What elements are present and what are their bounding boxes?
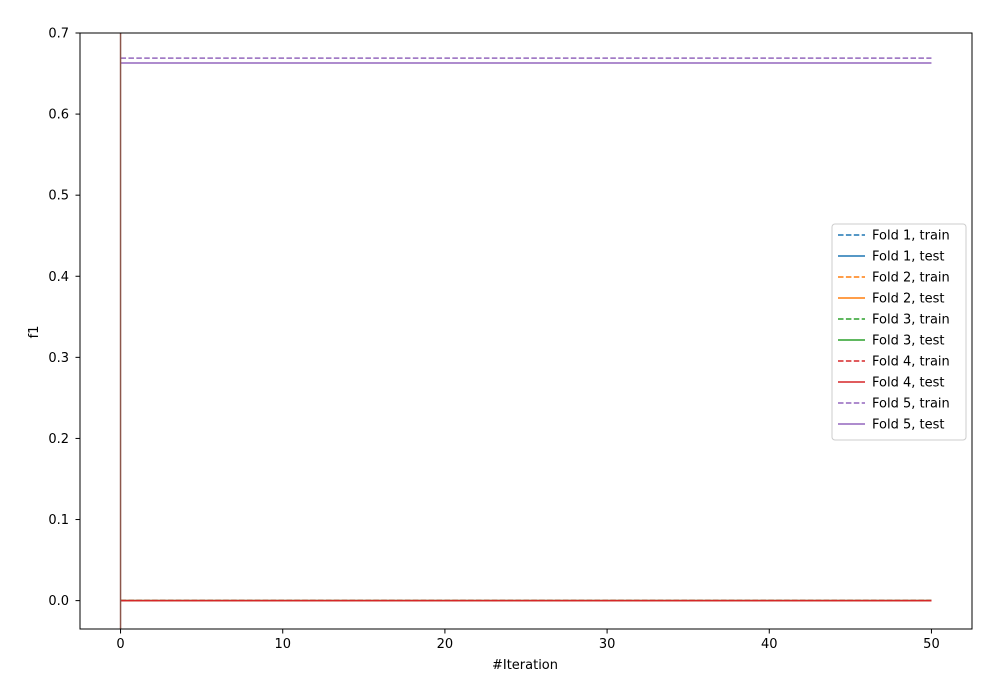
y-tick-label: 0.0 bbox=[48, 594, 69, 609]
y-tick-label: 0.4 bbox=[48, 270, 69, 285]
axes-frame bbox=[79, 32, 973, 630]
x-tick-label: 10 bbox=[274, 637, 291, 652]
x-tick-label: 30 bbox=[599, 637, 616, 652]
legend-box bbox=[831, 223, 967, 441]
y-axis-label: f1 bbox=[27, 326, 42, 339]
x-axis-label: #Iteration bbox=[492, 658, 558, 673]
x-tick-label: 20 bbox=[437, 637, 454, 652]
y-tick-label: 0.5 bbox=[48, 189, 69, 204]
legend-label: Fold 2, test bbox=[872, 292, 944, 307]
legend-label: Fold 1, train bbox=[872, 229, 950, 244]
legend-label: Fold 5, train bbox=[872, 397, 950, 412]
y-tick-label: 0.2 bbox=[48, 432, 69, 447]
x-ticks: 0 10 20 30 40 50 bbox=[116, 629, 940, 652]
y-tick-label: 0.6 bbox=[48, 108, 69, 123]
series-layer bbox=[120, 57, 932, 602]
x-tick-label: 50 bbox=[923, 637, 940, 652]
y-tick-label: 0.3 bbox=[48, 351, 69, 366]
axes-layer bbox=[79, 32, 973, 630]
x-tick-label: 0 bbox=[116, 637, 124, 652]
legend-label: Fold 4, test bbox=[872, 376, 944, 391]
legend-label: Fold 3, train bbox=[872, 313, 950, 328]
y-tick-label: 0.7 bbox=[48, 27, 69, 42]
legend-label: Fold 2, train bbox=[872, 271, 950, 286]
legend-label: Fold 5, test bbox=[872, 418, 944, 433]
y-tick-label: 0.1 bbox=[48, 513, 69, 528]
y-ticks: 0.0 0.1 0.2 0.3 0.4 0.5 0.6 0.7 bbox=[48, 27, 80, 609]
legend-label: Fold 3, test bbox=[872, 334, 944, 349]
legend-label: Fold 4, train bbox=[872, 355, 950, 370]
legend-label: Fold 1, test bbox=[872, 250, 944, 265]
legend: Fold 1, train Fold 1, test Fold 2, train Fo… bbox=[831, 223, 967, 441]
x-tick-label: 40 bbox=[761, 637, 778, 652]
